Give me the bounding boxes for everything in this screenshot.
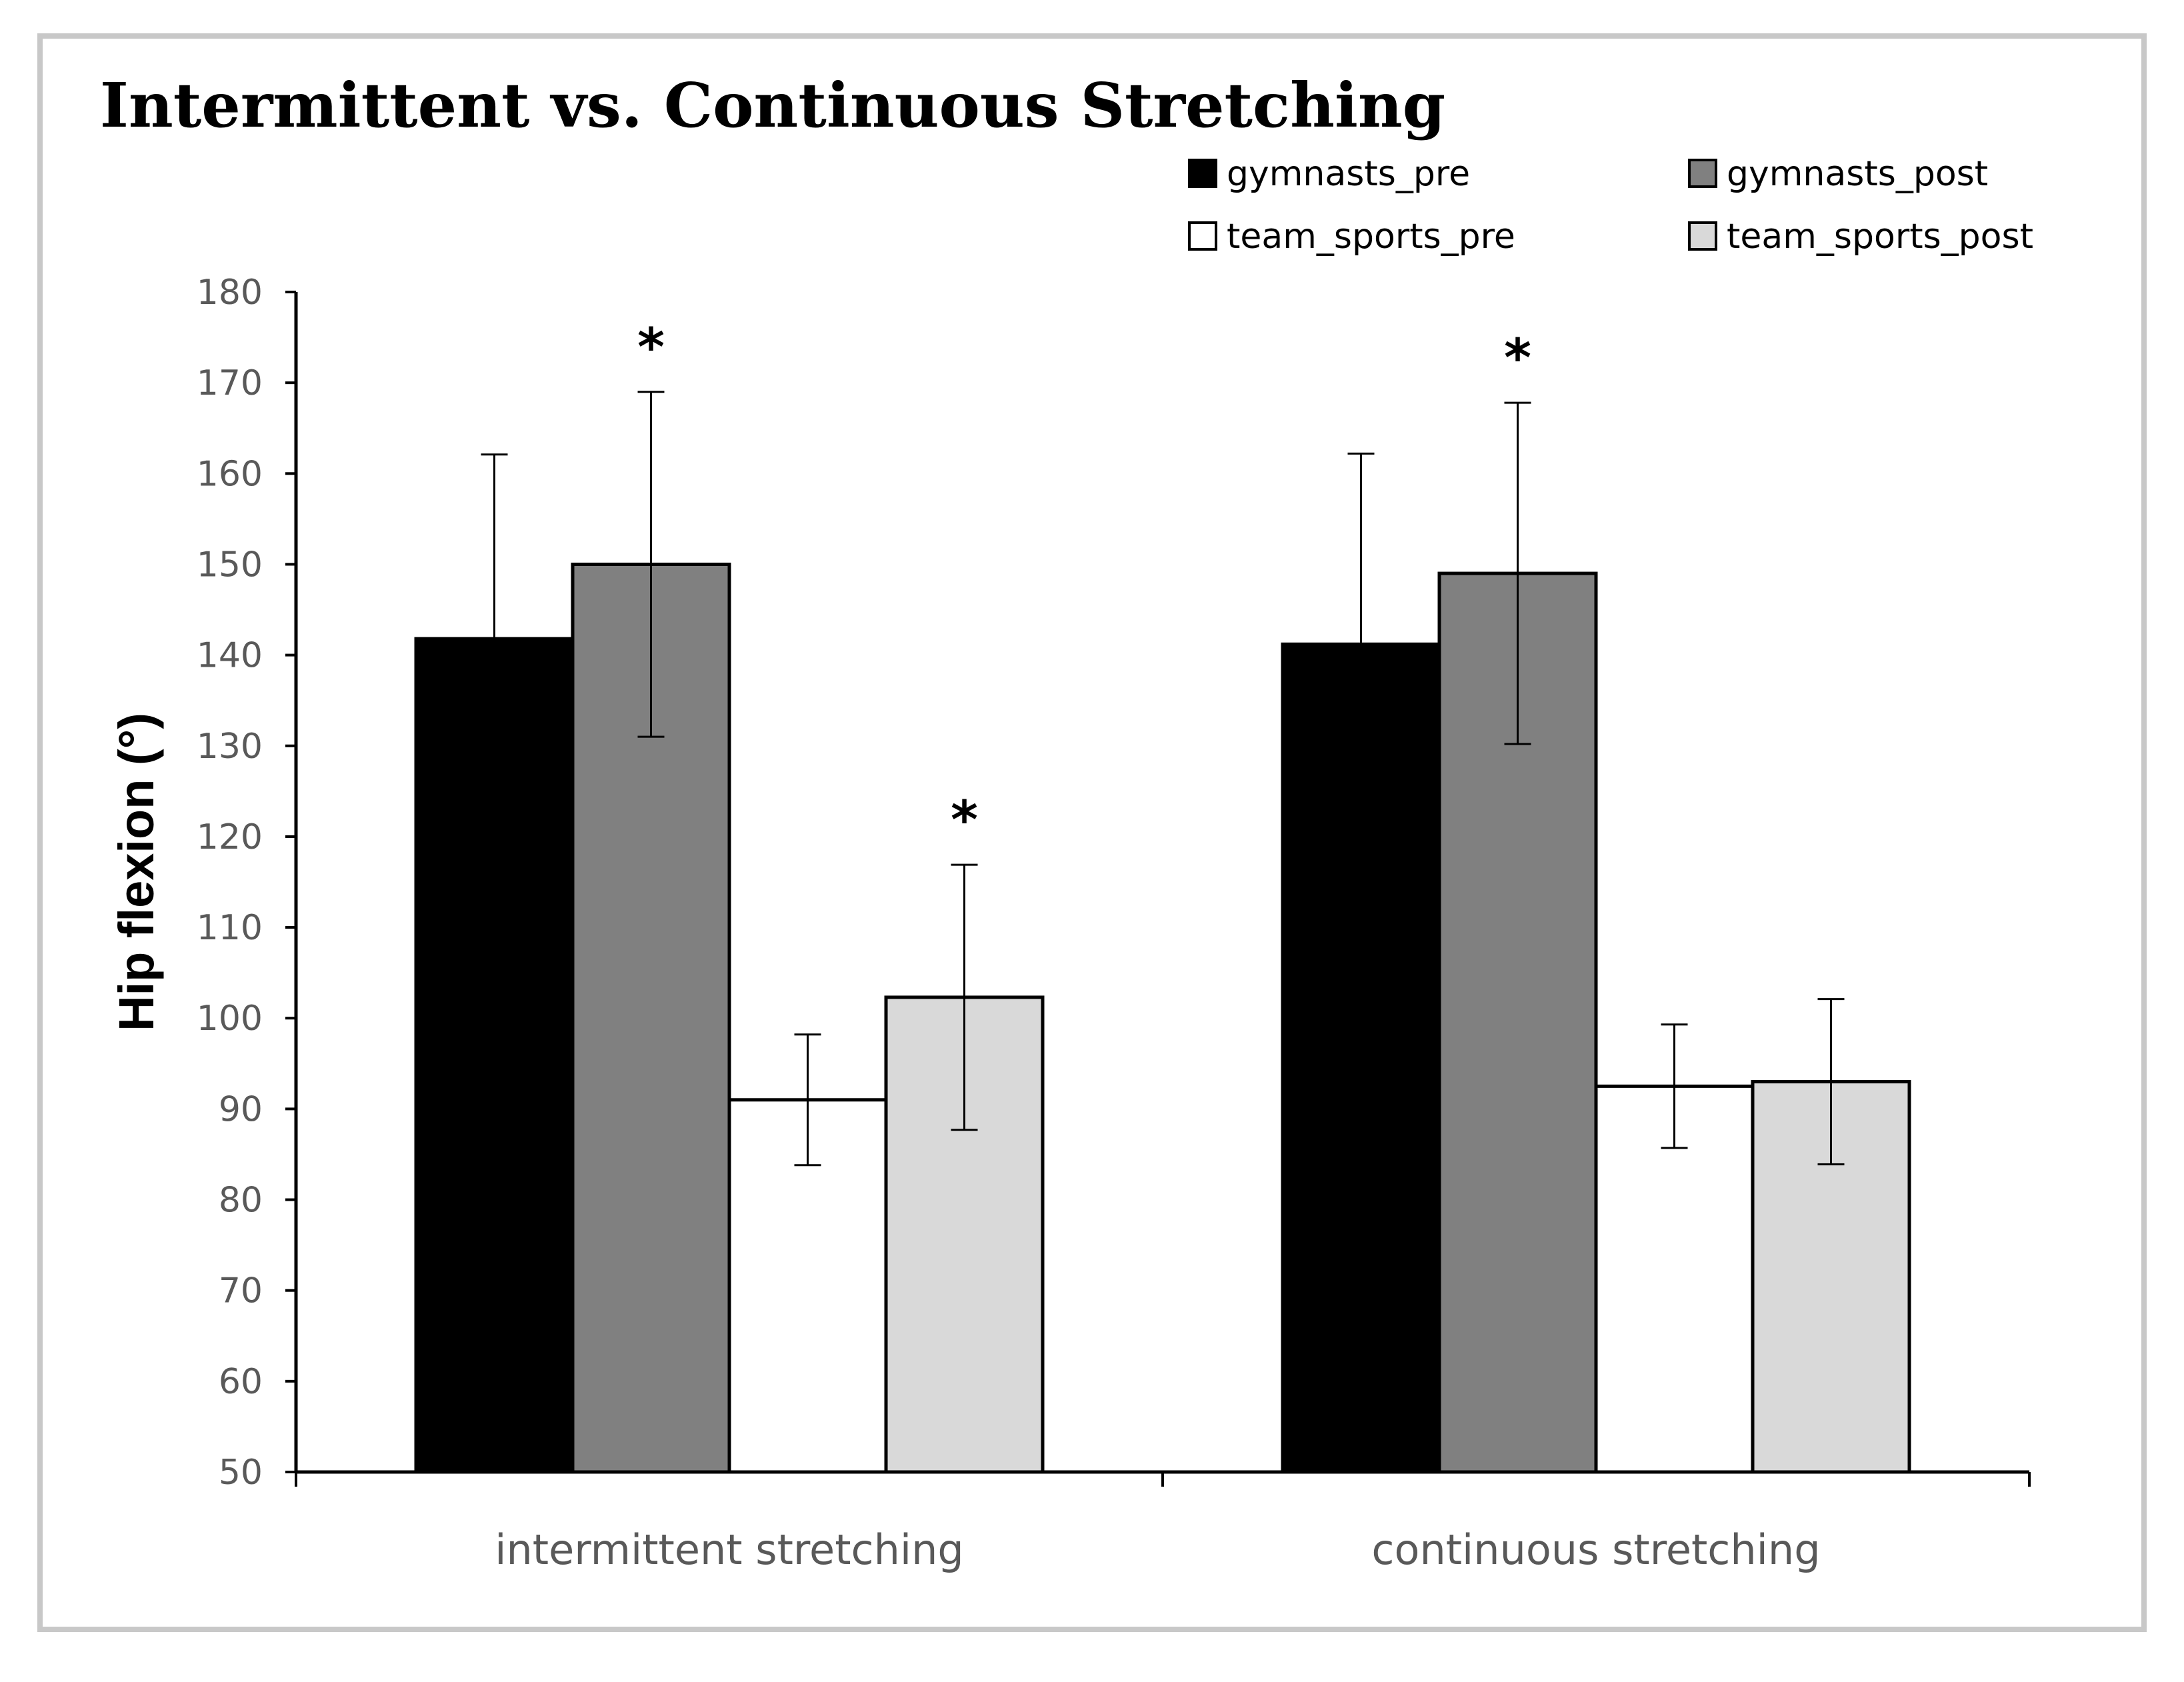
- y-tick-label: 120: [197, 817, 263, 857]
- bar-chart: Intermittent vs. Continuous Stretching g…: [100, 69, 2033, 1574]
- error-bars: * * *: [481, 318, 1845, 1167]
- y-tick-label: 70: [219, 1271, 263, 1311]
- y-tick-label: 180: [197, 273, 263, 313]
- y-tick-label: 170: [197, 363, 263, 403]
- legend-swatch-team_sports_pre: [1188, 221, 1217, 251]
- legend-swatch-team_sports_post: [1688, 221, 1717, 251]
- chart-frame: Intermittent vs. Continuous Stretching g…: [37, 33, 2147, 1632]
- category-label: continuous stretching: [1371, 1525, 1820, 1574]
- significance-marker: *: [951, 791, 978, 851]
- legend: gymnasts_pre gymnasts_post team_sports_pre…: [1188, 154, 2033, 257]
- y-axis: 50 60 70 80 90 100 110 120 130 140 150 160 170 180: [197, 273, 298, 1493]
- y-tick-label: 130: [197, 727, 263, 767]
- legend-label-team_sports_post: team_sports_post: [1727, 217, 2033, 257]
- legend-label-gymnasts_pre: gymnasts_pre: [1227, 154, 1470, 194]
- legend-swatch-gymnasts_post: [1688, 159, 1717, 188]
- y-tick-label: 100: [197, 999, 263, 1039]
- y-tick-label: 160: [197, 454, 263, 494]
- x-axis: intermittent stretching continuous stretc…: [295, 1470, 2031, 1574]
- y-tick-label: 110: [197, 908, 263, 948]
- bars: [414, 562, 1911, 1474]
- y-tick-label: 90: [219, 1089, 263, 1129]
- legend-swatch-gymnasts_pre: [1188, 159, 1217, 188]
- y-axis-label: Hip flexion (°): [109, 713, 164, 1031]
- category-label: intermittent stretching: [495, 1525, 964, 1574]
- y-tick-label: 140: [197, 636, 263, 676]
- legend-label-gymnasts_post: gymnasts_post: [1727, 154, 1988, 194]
- chart-title: Intermittent vs. Continuous Stretching: [100, 69, 1445, 141]
- y-tick-label: 150: [197, 545, 263, 585]
- legend-label-team_sports_pre: team_sports_pre: [1227, 217, 1515, 257]
- significance-marker: *: [1504, 329, 1531, 389]
- y-tick-label: 50: [219, 1453, 263, 1493]
- significance-marker: *: [637, 318, 665, 378]
- y-tick-label: 80: [219, 1181, 263, 1221]
- y-tick-label: 60: [219, 1362, 263, 1402]
